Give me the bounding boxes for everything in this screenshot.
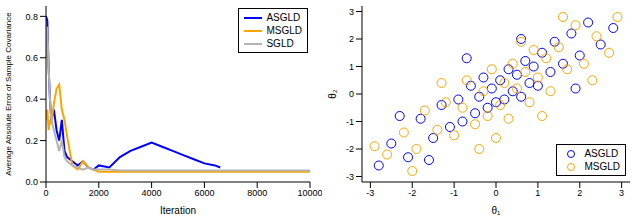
svg-text:Iteration: Iteration (160, 205, 196, 216)
svg-text:-3: -3 (346, 172, 354, 182)
svg-text:0: 0 (349, 89, 354, 99)
html-text:SGLD: SGLD (266, 38, 294, 49)
svg-text:-1: -1 (450, 188, 458, 198)
svg-text:2000: 2000 (89, 188, 109, 198)
svg-text:-3: -3 (366, 188, 374, 198)
svg-text:2: 2 (349, 34, 354, 44)
html-text:MSGLD: MSGLD (584, 161, 620, 172)
svg-text:1: 1 (349, 62, 354, 72)
svg-text:1: 1 (535, 188, 540, 198)
svg-text:-2: -2 (408, 188, 416, 198)
svg-text:3: 3 (619, 188, 624, 198)
svg-text:2: 2 (577, 188, 582, 198)
svg-text:0.0: 0.0 (25, 177, 38, 187)
svg-text:-2: -2 (346, 144, 354, 154)
svg-text:θ₁: θ₁ (492, 205, 502, 216)
html-text:MSGLD: MSGLD (266, 25, 302, 36)
svg-text:3: 3 (349, 7, 354, 17)
svg-text:0.6: 0.6 (25, 53, 38, 63)
svg-text:6000: 6000 (194, 188, 214, 198)
svg-text:0: 0 (43, 188, 48, 198)
svg-text:0.2: 0.2 (25, 136, 38, 146)
svg-text:θ₂: θ₂ (327, 89, 338, 99)
svg-text:-1: -1 (346, 117, 354, 127)
svg-text:8000: 8000 (247, 188, 267, 198)
svg-text:0.4: 0.4 (25, 94, 38, 104)
html-text:ASGLD: ASGLD (266, 12, 301, 23)
svg-text:Average Absolute Error of Samp: Average Absolute Error of Sample Covaria… (8, 12, 13, 176)
svg-text:0: 0 (493, 188, 498, 198)
html-text:ASGLD: ASGLD (584, 148, 619, 159)
svg-text:4000: 4000 (142, 188, 162, 198)
svg-text:10000: 10000 (297, 188, 322, 198)
svg-text:0.8: 0.8 (25, 12, 38, 22)
